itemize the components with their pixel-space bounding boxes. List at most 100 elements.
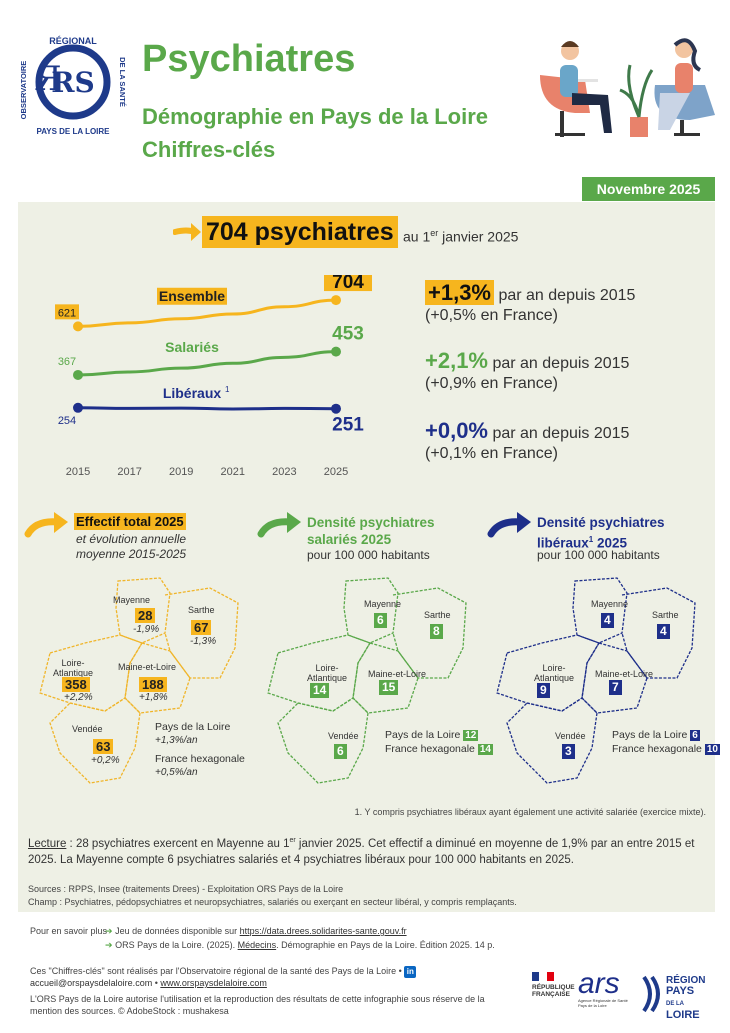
ars-logo: ars Agence Régionale de Santé Pays de la… (578, 967, 636, 1009)
arrow-right-icon: ➔ (105, 940, 113, 950)
line-chart: 2015 2017 2019 2021 2023 2025 621 704 Ensemble 36… (55, 275, 372, 478)
map1-dept-name: Loire-Atlantique (52, 658, 94, 678)
medecins-report-link[interactable]: Médecins (237, 940, 277, 950)
map2-dept-name: Vendée (328, 731, 359, 741)
map1-dept-evo: -1,9% (133, 624, 160, 635)
start-value-label: 254 (58, 415, 76, 427)
headline-date-post: janvier 2025 (438, 228, 519, 245)
x-tick-label: 2021 (221, 466, 245, 478)
stat-salaries: +2,1% par an depuis 2015 (+0,9% en Franc… (425, 348, 629, 393)
map2: Mayenne 6 Sarthe 8 Loire-Atlantique 14 M… (258, 573, 493, 798)
map1-title: Effectif total 2025 (74, 513, 186, 530)
logo-arc-text: RÉGIONAL (49, 36, 97, 46)
logo-arc-left: OBSERVATOIRE (19, 61, 28, 120)
map3: Mayenne 4 Sarthe 4 Loire-Atlantique 9 Ma… (487, 573, 720, 798)
map1-sub2: moyenne 2015-2025 (76, 547, 187, 561)
map3-fr-text: France hexagonale (612, 743, 702, 755)
more-line-2-text-a: ORS Pays de la Loire. (2025). (115, 940, 238, 950)
credits-3: L'ORS Pays de la Loire autorise l'utilis… (30, 994, 485, 1016)
map2-sub: pour 100 000 habitants (307, 548, 430, 562)
map2-outline (267, 577, 467, 784)
map3-title-a: libéraux (537, 535, 589, 551)
series-name-label: Libéraux (163, 385, 222, 401)
series-line (77, 298, 337, 328)
map1-dept-evo: +2,2% (64, 692, 93, 703)
map1-fr-label: France hexagonale (155, 753, 245, 765)
map3-dept-name: Maine-et-Loire (595, 669, 654, 679)
page-title: Psychiatres (142, 38, 356, 80)
map2-dept-value: 15 (379, 680, 399, 695)
linkedin-icon[interactable]: in (404, 966, 417, 978)
map3-dept-value: 7 (609, 680, 622, 695)
region-line-3: DE LA LOIRE (666, 997, 720, 1021)
map1-fr-evo: +0,5%/an (155, 767, 198, 778)
map1-dept-value: 28 (135, 608, 156, 623)
headline-date-pre: au 1 (403, 228, 431, 245)
map1-dept-value: 63 (93, 739, 114, 754)
headline-date-sup: er (430, 228, 439, 238)
map1: Mayenne 28 -1,9% Sarthe 67 -1,3% Loire-A… (30, 573, 250, 798)
map3-title-line2: libéraux1 2025 (537, 531, 665, 552)
map2-fr-value: 14 (477, 744, 493, 755)
map2-title: Densité psychiatres salariés 2025 (307, 514, 435, 548)
stat-ensemble: +1,3% par an depuis 2015 (+0,5% en Franc… (425, 280, 635, 325)
x-tick-label: 2015 (66, 466, 90, 478)
stat-ensemble-value: +1,3% (425, 280, 494, 305)
map3-dept-name: Vendée (555, 731, 586, 741)
email-link[interactable]: accueil@orspaysdelaloire.com (30, 978, 153, 988)
map2-fr-text: France hexagonale (385, 743, 475, 755)
map3-dept-name: Loire-Atlantique (533, 663, 575, 683)
more-label: Pour en savoir plus (30, 926, 108, 936)
website-link[interactable]: www.orspaysdelaloire.com (160, 978, 267, 988)
map2-pdl-text: Pays de la Loire (385, 729, 461, 741)
end-value-label: 704 (332, 275, 364, 293)
x-tick-label: 2025 (324, 466, 348, 478)
map3-dept-name: Sarthe (652, 610, 679, 620)
map3-sub: pour 100 000 habitants (537, 548, 660, 562)
logo-arc-right: DE LA SANTÉ (118, 57, 127, 107)
map3-dept-value: 3 (562, 744, 575, 759)
republique-francaise-logo: RÉPUBLIQUE FRANÇAISE (532, 972, 575, 998)
series-name-bg (157, 287, 227, 305)
map3-title-line1: Densité psychiatres (537, 515, 665, 530)
stat-liberaux: +0,0% par an depuis 2015 (+0,1% en Franc… (425, 418, 629, 463)
end-value-label: 453 (332, 324, 364, 345)
lecture-text-1: : 28 psychiatres exercent en Mayenne au … (66, 837, 290, 850)
ors-logo: RS Я RÉGIONAL OBSERVATOIRE DE LA SANTÉ P… (18, 30, 128, 145)
headline-date: au 1er janvier 2025 (403, 228, 518, 245)
more-line-2-text-b: . Démographie en Pays de la Loire. Éditi… (276, 940, 495, 950)
credits-text: Ces "Chiffres-clés" sont réalisés par l'… (30, 966, 402, 976)
map1-dept-name: Mayenne (113, 595, 151, 605)
map1-dept-evo: +0,2% (91, 755, 120, 766)
ars-sub: Agence Régionale de Santé Pays de la Loi… (578, 998, 628, 1008)
map3-pdl-text: Pays de la Loire (612, 729, 688, 741)
map1-dept-evo: +1,8% (139, 692, 168, 703)
map2-dept-value: 6 (374, 613, 387, 628)
svg-text:RS: RS (51, 66, 95, 99)
map3-title-sup: 1 (588, 535, 594, 544)
region-line-2: PAYS (666, 986, 720, 997)
map3-pdl-label: Pays de la Loire 6 (612, 729, 700, 742)
map3-title: Densité psychiatres libéraux1 2025 (537, 514, 665, 552)
series-name-label: Ensemble (159, 288, 225, 304)
map1-pdl-label: Pays de la Loire (155, 721, 231, 733)
series-point (331, 403, 341, 414)
x-tick-label: 2019 (169, 466, 193, 478)
map2-dept-name: Sarthe (424, 610, 451, 620)
map1-sub: et évolution annuelle (76, 532, 187, 546)
stat-liberaux-france: (+0,1% en France) (425, 445, 558, 462)
drees-data-link[interactable]: https://data.drees.solidarites-sante.gou… (239, 926, 407, 936)
map3-fr-value: 10 (704, 744, 720, 755)
lecture-text-2: janvier 2025. Cet effectif a diminué en … (28, 837, 695, 866)
lecture-sup: er (289, 837, 296, 844)
map3-dept-value: 4 (657, 624, 670, 639)
start-value-label: 367 (58, 356, 76, 368)
stat-ensemble-text: par an depuis 2015 (498, 287, 636, 304)
region-mark-icon (642, 975, 660, 1013)
ars-text: ars (578, 967, 620, 1000)
map2-pdl-value: 12 (463, 730, 479, 741)
stat-liberaux-value: +0,0% (425, 418, 488, 443)
stat-salaries-value: +2,1% (425, 348, 488, 373)
series-point (73, 321, 83, 332)
stat-salaries-france: (+0,9% en France) (425, 375, 558, 392)
